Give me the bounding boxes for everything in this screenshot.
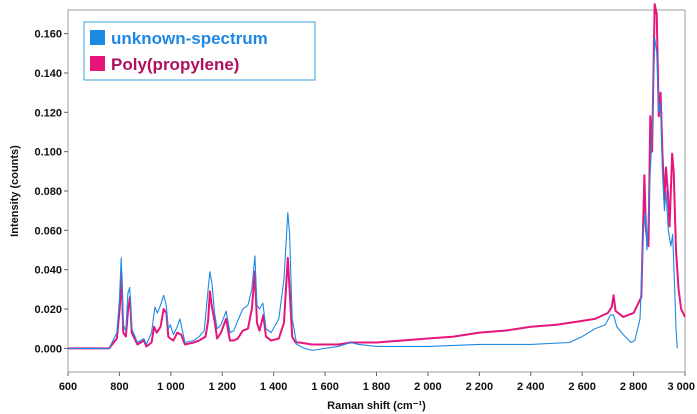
y-tick-label: 0.040: [34, 265, 62, 277]
x-axis-title: Raman shift (cm⁻¹): [327, 400, 426, 412]
x-tick-label: 2 800: [620, 381, 648, 393]
y-tick-label: 0.140: [34, 68, 62, 80]
legend-label-polypropylene: Poly(propylene): [111, 55, 239, 74]
x-tick-label: 2 600: [568, 381, 596, 393]
y-axis-title: Intensity (counts): [9, 145, 21, 237]
x-tick-label: 2 200: [466, 381, 494, 393]
y-tick-label: 0.120: [34, 107, 62, 119]
x-tick-label: 1 400: [260, 381, 288, 393]
y-tick-label: 0.000: [34, 343, 62, 355]
y-tick-label: 0.020: [34, 304, 62, 316]
legend: unknown-spectrum Poly(propylene): [83, 21, 316, 81]
legend-label-unknown-spectrum: unknown-spectrum: [111, 29, 268, 48]
y-axis: 0.000 0.020 0.040 0.060 0.080 0.100 0.120 0.140…: [34, 29, 68, 355]
x-tick-label: 3 000: [667, 381, 695, 393]
legend-box: [83, 21, 316, 81]
x-tick-label: 2 400: [517, 381, 545, 393]
legend-swatch-unknown-spectrum: [90, 30, 105, 45]
x-tick-label: 1 000: [157, 381, 185, 393]
series-line-unknown-spectrum: [68, 36, 678, 351]
y-tick-label: 0.060: [34, 225, 62, 237]
x-tick-label: 1 800: [363, 381, 391, 393]
x-tick-label: 2 000: [414, 381, 442, 393]
x-axis: 600 800 1 000 1 200 1 400 1 600 1 800 2 000 2 20…: [59, 372, 695, 393]
y-tick-label: 0.160: [34, 29, 62, 41]
x-tick-label: 1 600: [311, 381, 339, 393]
y-tick-label: 0.100: [34, 147, 62, 159]
legend-swatch-polypropylene: [90, 56, 105, 71]
y-tick-label: 0.080: [34, 186, 62, 198]
x-tick-label: 1 200: [208, 381, 236, 393]
x-tick-label: 600: [59, 381, 77, 393]
x-tick-label: 800: [110, 381, 128, 393]
series-line-poly-propylene: [68, 3, 686, 350]
series-layer: [68, 3, 686, 351]
